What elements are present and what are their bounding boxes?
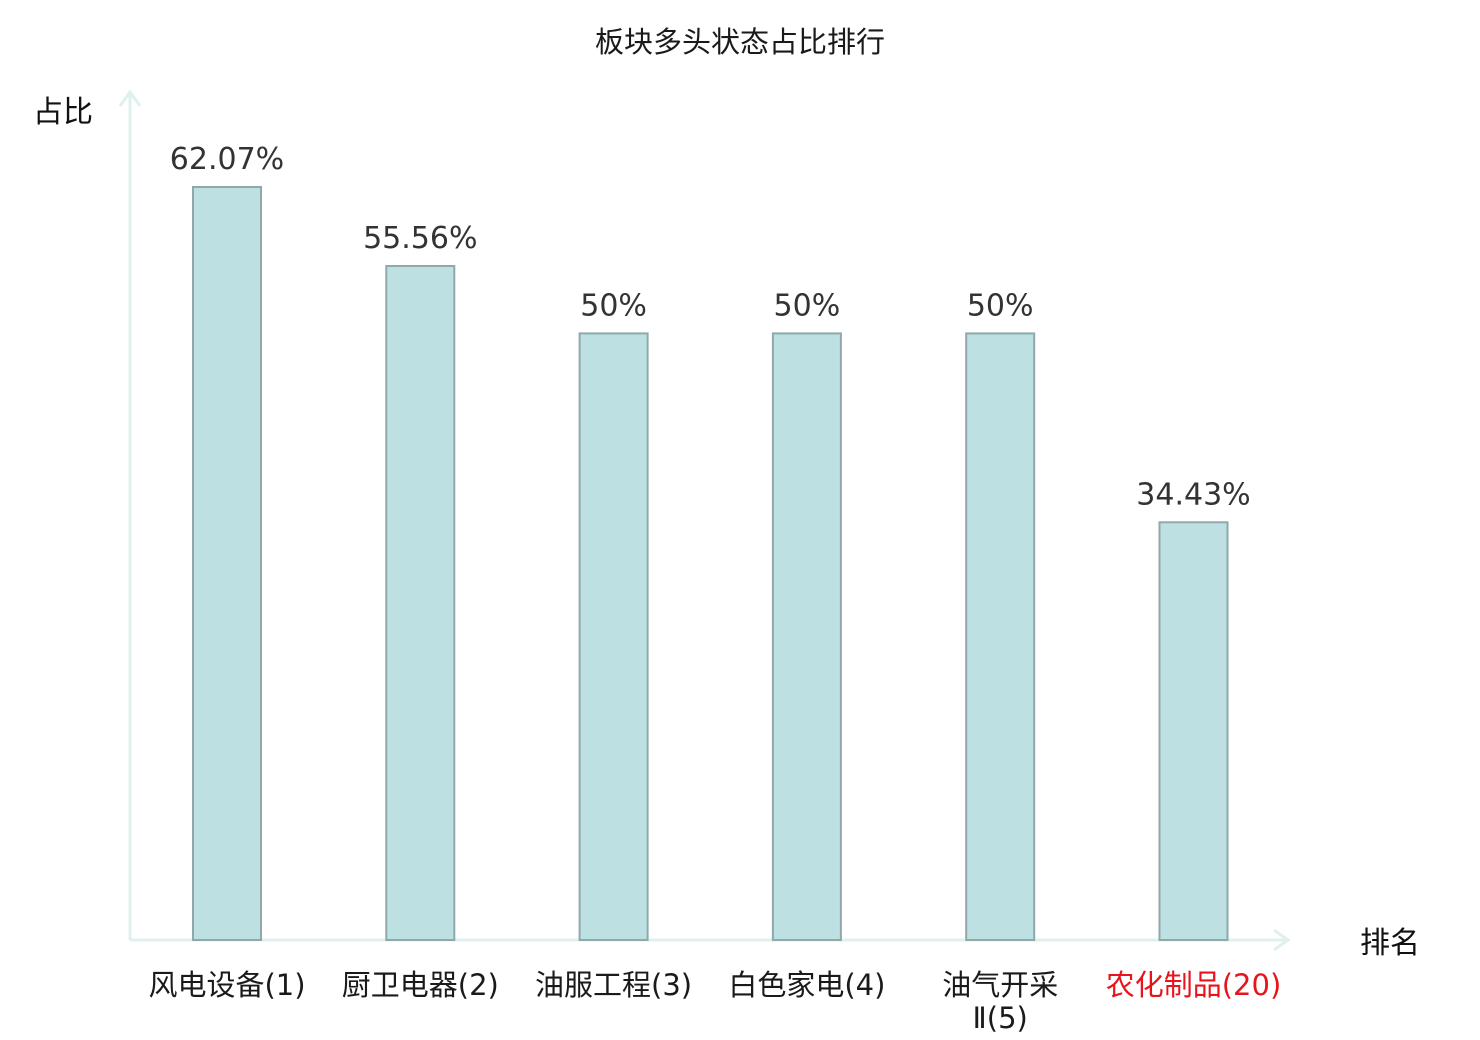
axes [118,89,1291,952]
x-tick-label-line: 风电设备(1) [148,968,305,1002]
x-tick-label-5: 油气开采 Ⅱ(5) [942,968,1058,1035]
x-tick-label-line: 白色家电(4) [728,968,885,1002]
x-tick-label-1: 风电设备(1) [148,968,305,1002]
bar-3 [578,332,649,941]
x-tick-label-3: 油服工程(3) [535,968,692,1002]
x-tick-label-line: 油服工程(3) [535,968,692,1002]
x-axis-title: 排名 [1360,926,1420,961]
chart-title: 板块多头状态占比排行 [595,25,885,59]
category-labels-group: 风电设备(1) 厨卫电器(2) 油服工程(3) 白色家电(4) 油气开采 Ⅱ(5) 农化制品… [148,968,1281,1035]
x-tick-label-line: 农化制品(20) [1106,968,1282,1002]
x-tick-label-line: 厨卫电器(2) [342,968,499,1002]
x-tick-label-line: 油气开采 [942,968,1058,1002]
value-label-4: 50% [774,288,841,323]
bars-group [192,186,1229,941]
x-tick-label-6: 农化制品(20) [1106,968,1282,1002]
bar-4 [771,332,842,941]
x-tick-label-4: 白色家电(4) [728,968,885,1002]
value-label-5: 50% [967,288,1034,323]
bar-5 [965,332,1036,941]
value-label-6: 34.43% [1136,477,1250,512]
y-axis-title: 占比 [33,95,93,130]
bar-6 [1158,521,1229,941]
value-labels-group: 62.07% 55.56% 50% 50% 50% 34.43% [170,142,1251,512]
x-axis-arrow [1273,928,1291,952]
bar-2 [385,265,456,941]
value-label-3: 50% [580,288,647,323]
x-tick-label-line: Ⅱ(5) [973,1001,1028,1035]
x-tick-label-2: 厨卫电器(2) [342,968,499,1002]
value-label-1: 62.07% [170,142,284,177]
value-label-2: 55.56% [363,221,477,256]
bar-1 [192,186,262,941]
y-axis-arrow [118,89,142,107]
